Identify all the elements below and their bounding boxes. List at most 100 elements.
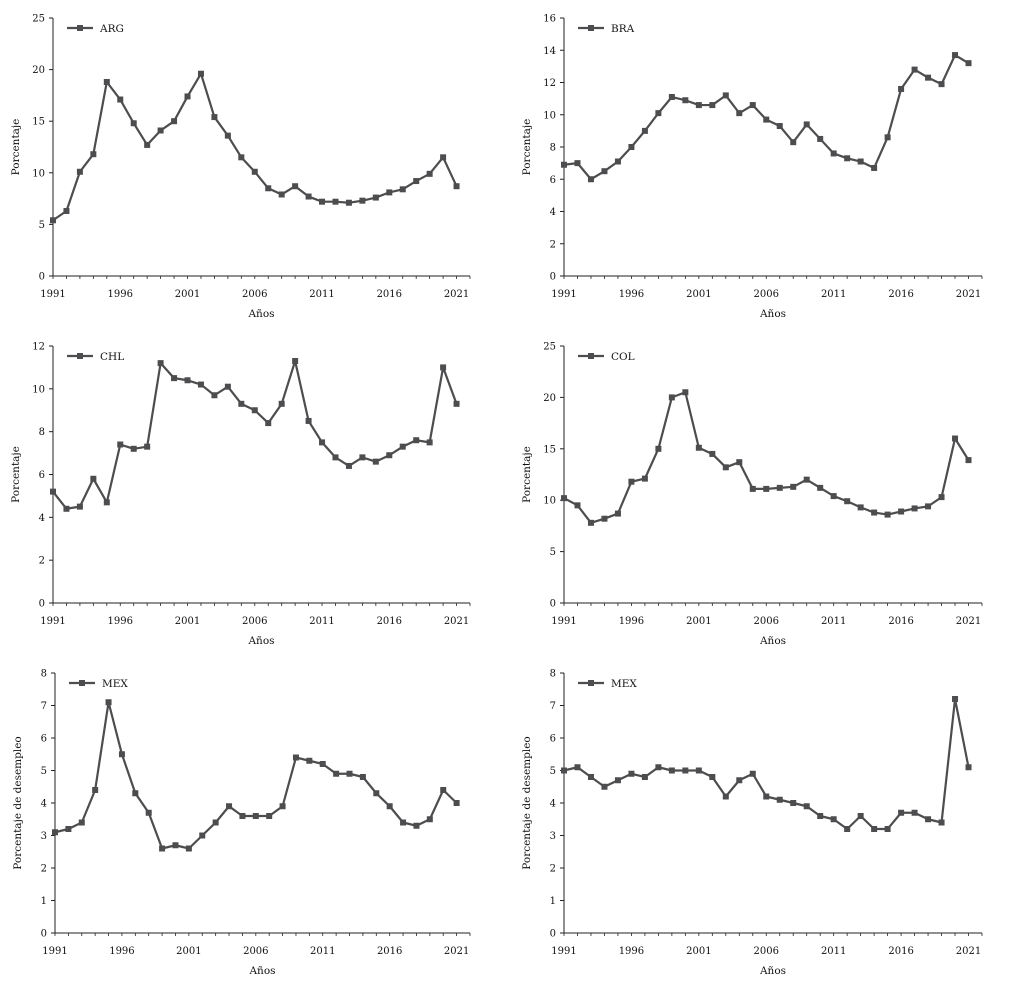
data-point (50, 488, 56, 495)
legend-marker (588, 25, 594, 31)
data-point (185, 845, 192, 852)
chart-panel-6: 0 1 2 3 4 5 6 7 8 1991 1996 2001 2006 2011 2016 2021 Año… (521, 669, 983, 977)
data-point (574, 764, 581, 771)
y-tick-label: 16 (543, 14, 556, 25)
y-tick-label: 8 (550, 143, 556, 154)
x-tick-label: 1996 (619, 616, 644, 627)
data-point (817, 813, 824, 819)
data-point (224, 383, 231, 390)
x-axis-title: Años (759, 965, 786, 977)
data-point (105, 699, 112, 706)
x-tick-label: 1991 (40, 616, 65, 627)
data-point (251, 407, 258, 414)
data-point (965, 457, 972, 464)
x-axis-title: Años (247, 308, 274, 320)
data-point (628, 770, 635, 777)
series-line (52, 359, 458, 510)
x-tick-label: 2021 (956, 946, 981, 957)
data-point (776, 484, 783, 491)
data-point (224, 132, 231, 139)
data-point (898, 809, 905, 816)
data-point (830, 816, 837, 823)
data-point (157, 360, 164, 367)
y-tick-label: 10 (543, 110, 556, 121)
x-tick-label: 2001 (686, 289, 711, 300)
data-point (413, 437, 420, 444)
data-point (92, 787, 99, 793)
data-point (440, 154, 447, 161)
data-point (172, 842, 179, 849)
data-point (279, 803, 286, 810)
data-point (453, 400, 460, 407)
data-point (925, 503, 932, 510)
data-point (117, 96, 124, 103)
data-point (898, 508, 905, 515)
data-point (211, 114, 218, 121)
y-tick-label: 8 (41, 669, 47, 680)
x-tick-label: 1991 (551, 616, 576, 627)
x-tick-label: 2001 (175, 616, 200, 627)
data-point (346, 770, 353, 777)
y-tick-label: 6 (39, 470, 45, 481)
data-point (332, 198, 339, 205)
x-tick-label: 2006 (242, 616, 267, 627)
y-tick-label: 0 (41, 929, 47, 940)
y-tick-label: 8 (39, 427, 45, 438)
data-point (614, 510, 621, 517)
series-line (52, 72, 458, 222)
data-point (65, 826, 72, 832)
data-point (844, 826, 851, 832)
data-point (103, 78, 110, 85)
data-point (319, 761, 326, 767)
data-point (292, 357, 299, 364)
x-tick-label: 2016 (888, 289, 913, 300)
data-point (925, 816, 932, 823)
y-tick-label: 4 (550, 207, 556, 218)
x-tick-label: 2006 (242, 289, 267, 300)
data-point (359, 454, 366, 461)
data-point (305, 193, 312, 200)
data-point (722, 92, 729, 99)
data-point (601, 515, 608, 522)
data-point (386, 803, 393, 810)
x-tick-label: 2006 (754, 616, 779, 627)
y-tick-label: 2 (550, 239, 556, 250)
x-tick-label: 2016 (888, 946, 913, 957)
x-axis-title: Años (759, 635, 786, 647)
data-point (884, 511, 891, 518)
y-tick-label: 20 (32, 65, 45, 76)
data-point (938, 81, 945, 88)
data-point (763, 116, 770, 123)
data-point (736, 459, 743, 466)
data-point (63, 505, 70, 512)
x-tick-label: 2011 (821, 289, 846, 300)
data-point (238, 400, 245, 407)
y-tick-label: 10 (32, 168, 45, 179)
legend-label: COL (611, 351, 635, 363)
y-tick-label: 5 (39, 220, 45, 231)
x-tick-label: 1996 (108, 289, 133, 300)
data-point (709, 450, 716, 457)
data-point (965, 764, 972, 771)
data-point (871, 509, 878, 516)
data-point (453, 800, 460, 806)
data-point (561, 161, 567, 168)
x-axis-title: Años (248, 965, 275, 977)
data-point (844, 155, 851, 162)
y-tick-label: 10 (32, 384, 45, 395)
series-line (54, 701, 458, 850)
data-point (790, 139, 797, 146)
x-tick-label: 2011 (309, 616, 334, 627)
data-point (359, 774, 366, 780)
data-point (413, 178, 420, 185)
data-point (426, 816, 433, 823)
data-point (574, 160, 581, 167)
data-point (132, 790, 139, 797)
data-point (722, 464, 729, 471)
data-point (803, 803, 810, 810)
legend-label: BRA (611, 23, 635, 35)
x-tick-label: 2006 (754, 289, 779, 300)
data-point (830, 493, 837, 500)
data-point (655, 764, 662, 771)
